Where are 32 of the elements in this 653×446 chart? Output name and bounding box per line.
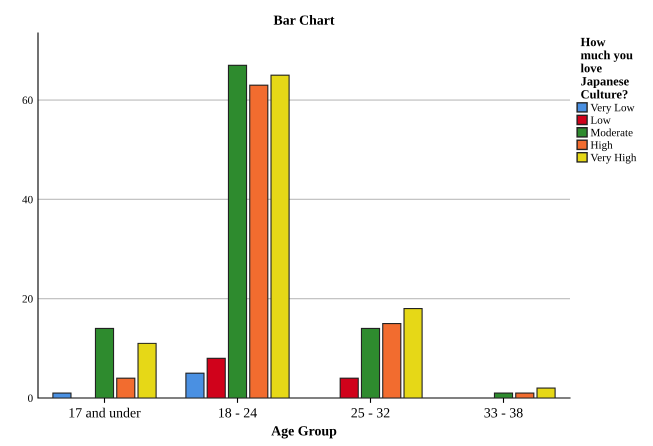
bar [403,308,423,398]
x-tick-label: 33 - 38 [484,408,523,418]
y-tick-label: 40 [22,196,33,204]
legend-label: Low [590,116,611,124]
x-tick-label: 25 - 32 [351,408,390,418]
bar [116,378,136,398]
legend-label: Very Low [590,104,635,114]
legend-label: Very High [590,153,636,164]
bar [185,372,205,398]
bar [360,328,380,398]
x-axis-title: Age Group [271,426,336,438]
y-tick-label: 60 [22,96,33,104]
x-tick-label: 18 - 24 [219,408,257,418]
bar [536,388,556,398]
bar [94,328,114,398]
bar [249,84,268,398]
bar [137,342,157,398]
y-tick-label: 20 [22,295,33,303]
legend-label: High [590,140,613,152]
y-tick-label: 0 [28,394,33,402]
bar [52,392,72,398]
bar [228,64,248,398]
bar [340,378,359,398]
legend-title: How much you love Japanese Culture? [580,38,633,99]
legend-label: Moderate [590,128,633,136]
x-tick-label: 17 and under [69,408,141,418]
bar [382,322,402,398]
bar [270,74,290,398]
bar [206,358,226,398]
bar [515,392,534,398]
chart-title: Bar Chart [274,15,334,25]
bar [494,392,514,398]
